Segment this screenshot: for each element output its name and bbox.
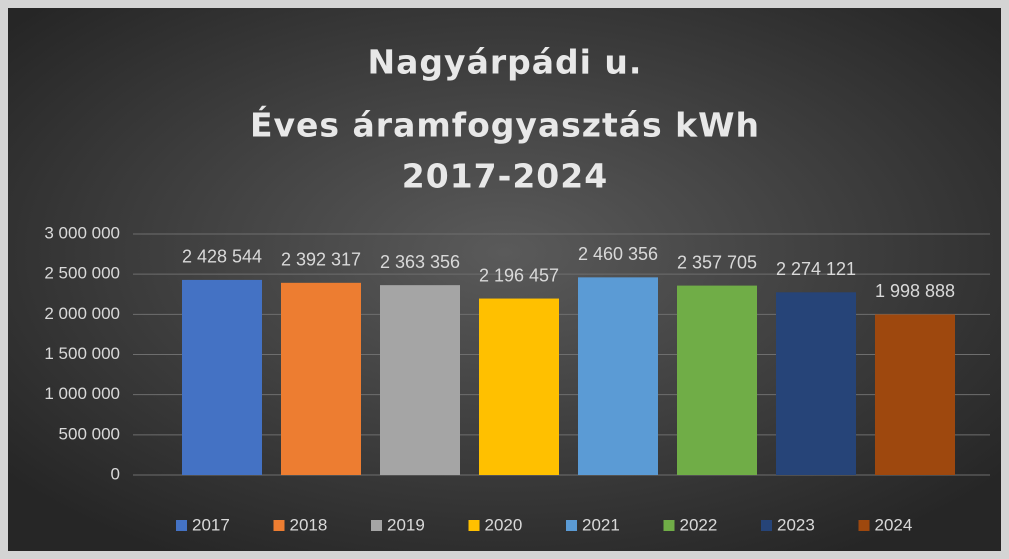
legend-swatch — [273, 520, 285, 531]
legend-label: 2019 — [387, 515, 425, 534]
bar — [380, 285, 460, 475]
chart-title: 2017-2024 — [402, 157, 608, 196]
value-label: 2 428 544 — [182, 247, 262, 267]
legend-label: 2021 — [582, 515, 620, 534]
legend-label: 2023 — [777, 515, 815, 534]
bar — [578, 277, 658, 475]
bar — [677, 285, 757, 475]
value-label: 1 998 888 — [875, 281, 955, 301]
legend-swatch — [176, 520, 187, 531]
bar — [776, 292, 856, 475]
value-label: 2 274 121 — [776, 259, 856, 279]
value-label: 2 196 457 — [479, 265, 559, 285]
y-tick-label: 2 000 000 — [44, 304, 120, 323]
legend-swatch — [761, 520, 772, 531]
legend-swatch — [663, 520, 675, 531]
legend-label: 2017 — [192, 515, 230, 534]
legend-label: 2018 — [290, 515, 328, 534]
legend-swatch — [371, 520, 382, 531]
bar — [182, 279, 262, 475]
bar — [479, 298, 559, 475]
bar — [875, 314, 955, 475]
y-tick-label: 0 — [111, 464, 120, 483]
y-tick-label: 1 000 000 — [44, 384, 120, 403]
value-label: 2 460 356 — [578, 244, 658, 264]
legend-swatch — [468, 520, 480, 531]
legend-swatch — [566, 520, 577, 531]
value-label: 2 363 356 — [380, 252, 460, 272]
y-tick-label: 2 500 000 — [44, 264, 120, 283]
y-tick-label: 500 000 — [59, 424, 120, 443]
legend-swatch — [858, 520, 870, 531]
legend-label: 2024 — [875, 515, 913, 534]
chart-title: Nagyárpádi u. — [368, 43, 643, 82]
chart-title: Éves áramfogyasztás kWh — [250, 105, 760, 145]
legend-label: 2022 — [680, 515, 718, 534]
legend-label: 2020 — [485, 515, 523, 534]
value-label: 2 392 317 — [281, 250, 361, 270]
bar — [281, 282, 361, 475]
y-tick-label: 3 000 000 — [44, 223, 120, 242]
y-tick-label: 1 500 000 — [44, 344, 120, 363]
value-label: 2 357 705 — [677, 252, 757, 272]
